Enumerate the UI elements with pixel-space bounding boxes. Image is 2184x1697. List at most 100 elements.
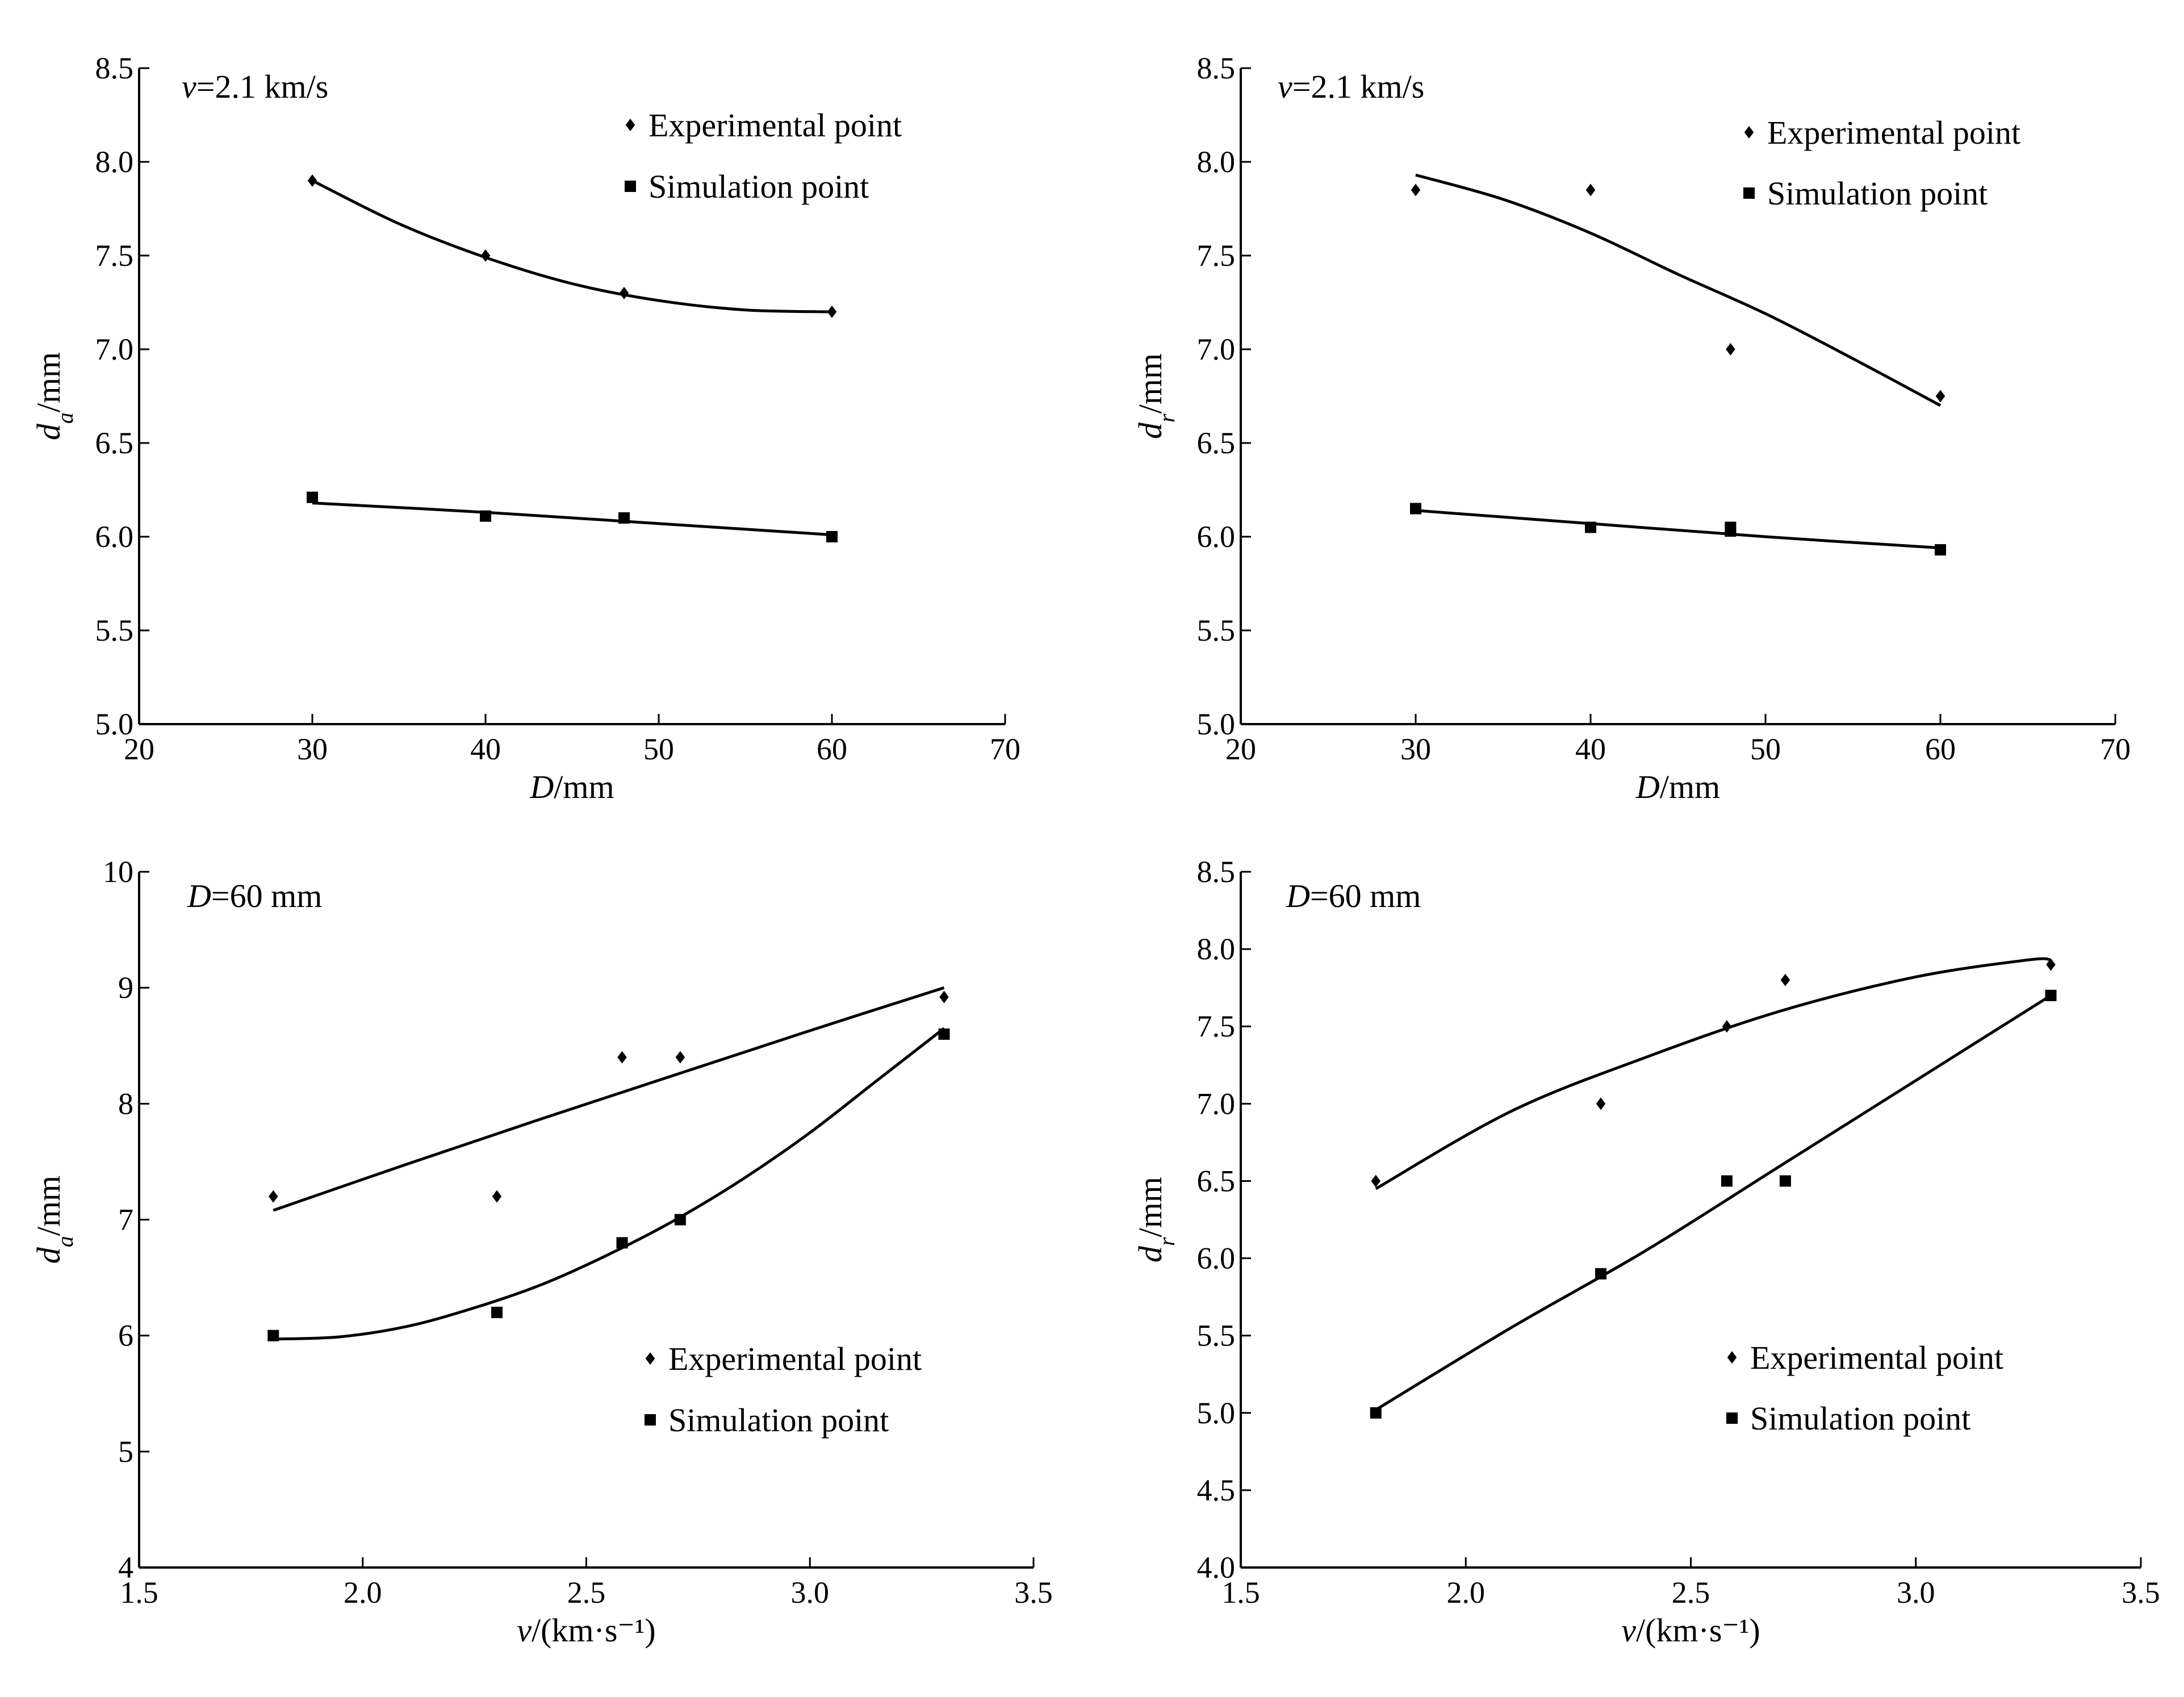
x-tick-label: 2.5: [1672, 1575, 1710, 1610]
y-tick-label: 7.5: [1197, 1009, 1236, 1043]
y-tick-label: 7: [118, 1203, 133, 1237]
legend-diamond-icon: [1744, 126, 1754, 139]
simulation-fit-curve: [312, 501, 832, 537]
legend-diamond-icon: [645, 1352, 655, 1365]
simulation-point-marker: [491, 1306, 503, 1318]
y-tick-label: 6.0: [95, 520, 134, 554]
x-tick-label: 3.0: [1897, 1575, 1935, 1610]
x-axis-label: D/mm: [1635, 768, 1720, 805]
simulation-point-marker: [2045, 989, 2057, 1001]
simulation-point-marker: [938, 1028, 950, 1040]
simulation-point-marker: [1370, 1407, 1382, 1419]
legend-label: Simulation point: [668, 1402, 889, 1439]
experimental-fit-curve: [1415, 173, 1942, 407]
simulation-point-marker: [267, 1330, 279, 1341]
legend-diamond-icon: [1727, 1351, 1737, 1364]
x-tick-label: 3.5: [2122, 1575, 2160, 1610]
experimental-fit-curve: [273, 986, 945, 1212]
y-tick-label: 5.5: [1197, 613, 1236, 647]
y-tick-label: 6.5: [1197, 426, 1236, 460]
panel-annotation: D=60 mm: [1286, 877, 1421, 914]
experimental-point-marker: [269, 1190, 278, 1203]
x-axis-label: v/(km·s⁻¹): [1621, 1612, 1760, 1649]
x-tick-label: 20: [1225, 732, 1256, 766]
experimental-point-marker: [827, 306, 837, 318]
y-tick-label: 4.5: [1197, 1473, 1236, 1507]
simulation-point-marker: [674, 1214, 686, 1226]
experimental-point-marker: [480, 249, 491, 262]
experimental-point-marker: [1780, 973, 1790, 987]
y-tick-label: 4.0: [1197, 1550, 1236, 1585]
y-tick-label: 5.0: [1197, 707, 1236, 741]
y-tick-label: 5.0: [1197, 1396, 1236, 1430]
legend-label: Simulation point: [648, 168, 869, 205]
panel-annotation: v=2.1 km/s: [182, 68, 328, 105]
x-tick-label: 1.5: [120, 1575, 158, 1610]
simulation-fit-curve: [273, 1027, 945, 1341]
y-tick-label: 8.5: [1197, 855, 1236, 889]
experimental-point-marker: [939, 990, 949, 1004]
x-tick-label: 20: [124, 732, 154, 766]
panel-annotation: v=2.1 km/s: [1278, 68, 1424, 105]
x-tick-label: 2.5: [567, 1575, 606, 1610]
simulation-point-marker: [1779, 1175, 1791, 1187]
experimental-point-marker: [1935, 390, 1945, 403]
y-axis-label: dr/mm: [1132, 1177, 1179, 1263]
y-tick-label: 7.5: [95, 239, 134, 273]
legend-square-icon: [645, 1414, 656, 1426]
simulation-fit-curve: [1415, 509, 1941, 550]
experimental-point-marker: [1585, 183, 1596, 197]
y-tick-label: 8.5: [95, 51, 134, 85]
experimental-point-marker: [1411, 183, 1421, 197]
experimental-point-marker: [617, 1051, 627, 1064]
experimental-point-marker: [675, 1051, 685, 1064]
y-tick-label: 8.5: [1197, 51, 1236, 85]
x-tick-label: 3.0: [791, 1575, 830, 1610]
simulation-point-marker: [1595, 1268, 1606, 1280]
legend-label: Experimental point: [1767, 114, 2020, 151]
legend-label: Simulation point: [1750, 1400, 1970, 1437]
chart-panel-top-left: 20 30 40 50 60 70 5.0 5.5 6.0 6.5 7.0 7.5 8.0 8.5 D/mm…: [30, 51, 1020, 805]
simulation-point-marker: [618, 512, 630, 524]
experimental-point-marker: [307, 174, 317, 187]
x-tick-label: 60: [1925, 732, 1956, 766]
x-tick-label: 3.5: [1014, 1575, 1053, 1610]
experimental-point-marker: [1596, 1097, 1606, 1110]
experimental-point-marker: [619, 287, 629, 299]
y-tick-label: 10: [103, 855, 133, 889]
y-tick-label: 7.0: [95, 332, 134, 366]
simulation-point-marker: [616, 1237, 628, 1249]
legend-label: Experimental point: [668, 1340, 922, 1377]
experimental-fit-curve: [1375, 957, 2051, 1190]
x-axis-label: v/(km·s⁻¹): [517, 1612, 656, 1649]
x-tick-label: 40: [1575, 732, 1606, 766]
experimental-point-marker: [1722, 1020, 1732, 1033]
y-axis-label: dr/mm: [1132, 353, 1179, 439]
simulation-point-marker: [307, 491, 318, 503]
y-axis-label: da/mm: [30, 1176, 78, 1264]
simulation-point-marker: [1585, 521, 1596, 533]
simulation-point-marker: [1721, 1175, 1733, 1187]
y-tick-label: 9: [118, 971, 133, 1005]
experimental-point-marker: [1371, 1174, 1380, 1188]
y-tick-label: 8.0: [1197, 145, 1236, 179]
x-axis-label: D/mm: [529, 768, 614, 805]
x-tick-label: 70: [2100, 732, 2131, 766]
y-tick-label: 6.5: [1197, 1164, 1236, 1198]
legend-label: Experimental point: [1750, 1339, 2003, 1376]
simulation-point-marker: [1410, 503, 1421, 515]
x-tick-label: 60: [817, 732, 847, 766]
y-tick-label: 5.0: [95, 707, 134, 741]
y-tick-label: 5: [118, 1435, 133, 1469]
y-tick-label: 7.0: [1197, 1086, 1236, 1121]
experimental-point-marker: [492, 1190, 502, 1203]
x-tick-label: 2.0: [1447, 1575, 1486, 1610]
simulation-point-marker: [1725, 525, 1737, 537]
chart-panel-top-right: 20 30 40 50 60 70 5.0 5.5 6.0 6.5 7.0 7.5 8.0 8.5 D/mm…: [1132, 51, 2131, 805]
x-tick-label: 2.0: [344, 1575, 382, 1610]
chart-panel-bottom-right: 1.5 2.0 2.5 3.0 3.5 4.0 4.5 5.0 5.5 6.0 6.5 7.0 7.5 8…: [1132, 855, 2160, 1649]
y-tick-label: 8: [118, 1086, 133, 1121]
simulation-point-marker: [826, 531, 838, 542]
y-tick-label: 6.5: [95, 426, 134, 460]
